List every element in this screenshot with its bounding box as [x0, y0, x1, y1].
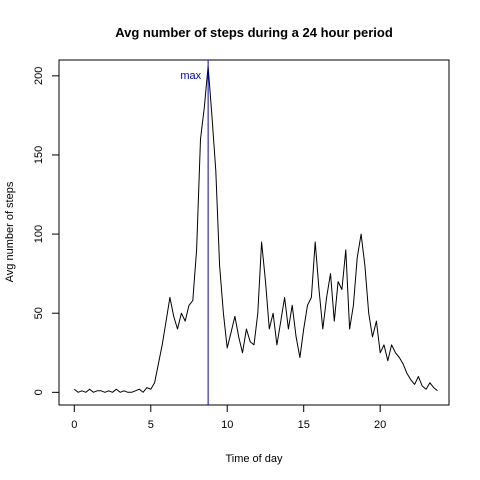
y-axis: 0 50 100 150 200 [33, 67, 59, 395]
annotation-layer: max [180, 60, 209, 405]
y-tick-label: 50 [33, 307, 45, 319]
y-tick-label: 0 [33, 389, 45, 395]
y-tick-label: 150 [33, 146, 45, 164]
x-tick-label: 0 [71, 419, 77, 431]
max-label: max [180, 70, 201, 82]
series-layer [73, 65, 438, 393]
y-axis-label: Avg number of steps [4, 181, 16, 282]
x-tick-label: 20 [374, 419, 386, 431]
x-axis-label: Time of day [225, 453, 283, 465]
plot-area [58, 59, 450, 406]
y-tick-label: 200 [33, 67, 45, 85]
y-tick-label: 100 [33, 225, 45, 243]
series-line [73, 65, 438, 393]
x-tick-label: 5 [148, 419, 154, 431]
chart-title: Avg number of steps during a 24 hour per… [115, 25, 393, 40]
x-tick-label: 15 [298, 419, 310, 431]
x-tick-label: 10 [221, 419, 233, 431]
x-axis: 0 5 10 15 20 [71, 405, 386, 431]
